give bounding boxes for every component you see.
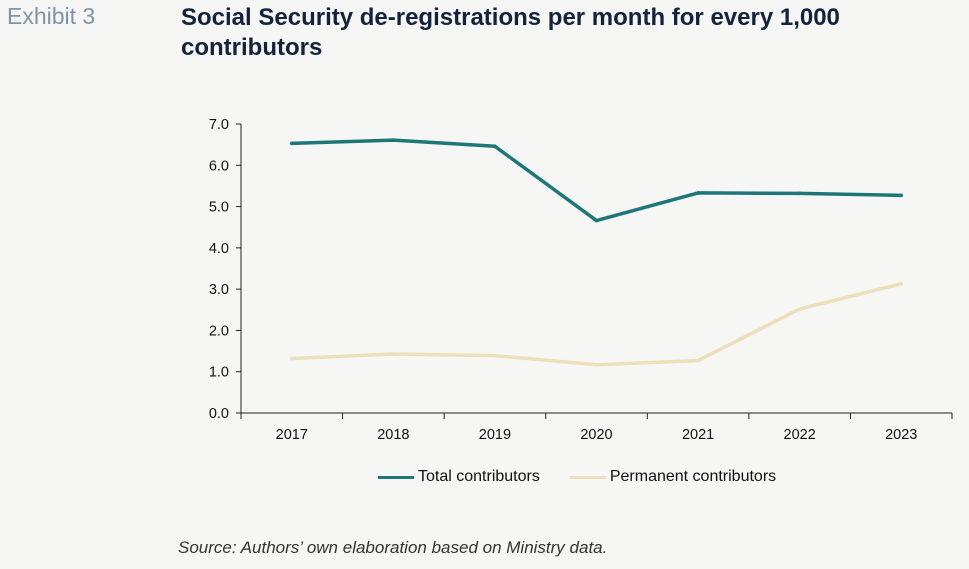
data-point-permanent	[594, 362, 599, 367]
x-tick-label: 2017	[276, 427, 308, 443]
chart-title: Social Security de-registrations per mon…	[181, 4, 840, 61]
data-point-permanent	[289, 356, 294, 361]
legend-swatch-permanent	[569, 475, 606, 479]
data-point-permanent	[899, 281, 904, 286]
data-point-total	[493, 144, 497, 149]
series-lines	[289, 138, 904, 367]
axes: 0.0 1.0 2.0 3.0 4.0 5.0 6.0 7.0 2017 2018 2019 2020…	[209, 117, 953, 443]
legend-label-total: Total contributors	[418, 468, 540, 485]
x-tick-label: 2022	[784, 427, 816, 443]
x-tick-label: 2020	[580, 427, 612, 443]
data-point-permanent	[696, 358, 700, 363]
data-point-total	[289, 141, 294, 146]
data-point-total	[899, 193, 904, 198]
y-tick-label: 0.0	[209, 406, 229, 422]
exhibit-label: Exhibit 3	[7, 3, 96, 29]
legend-item-total: Total contributors	[378, 468, 540, 486]
data-point-total	[391, 138, 396, 142]
x-tick-label: 2019	[479, 427, 511, 443]
data-point-permanent	[797, 307, 802, 311]
data-point-total	[797, 191, 802, 196]
y-tick-label: 6.0	[209, 158, 229, 174]
legend: Total contributors Permanent contributor…	[378, 468, 806, 486]
data-point-permanent	[493, 353, 497, 358]
y-tick-label: 7.0	[209, 117, 229, 133]
x-tick-label: 2021	[682, 427, 714, 443]
data-point-total	[594, 218, 599, 223]
legend-label-permanent: Permanent contributors	[609, 468, 777, 485]
x-tick-label: 2018	[377, 427, 409, 443]
y-tick-label: 1.0	[209, 365, 229, 381]
y-tick-label: 3.0	[209, 282, 229, 298]
series-line-permanent	[290, 282, 903, 367]
legend-swatch-total	[378, 475, 414, 479]
data-point-total	[696, 191, 700, 195]
series-line-total	[290, 138, 903, 223]
y-tick-label: 2.0	[209, 323, 229, 339]
x-tick-label: 2023	[885, 427, 917, 443]
y-tick-label: 5.0	[209, 200, 229, 216]
source-note: Source: Authors’ own elaboration based o…	[178, 538, 608, 557]
legend-item-permanent: Permanent contributors	[569, 468, 777, 486]
data-point-permanent	[391, 352, 396, 356]
y-tick-label: 4.0	[209, 241, 229, 257]
